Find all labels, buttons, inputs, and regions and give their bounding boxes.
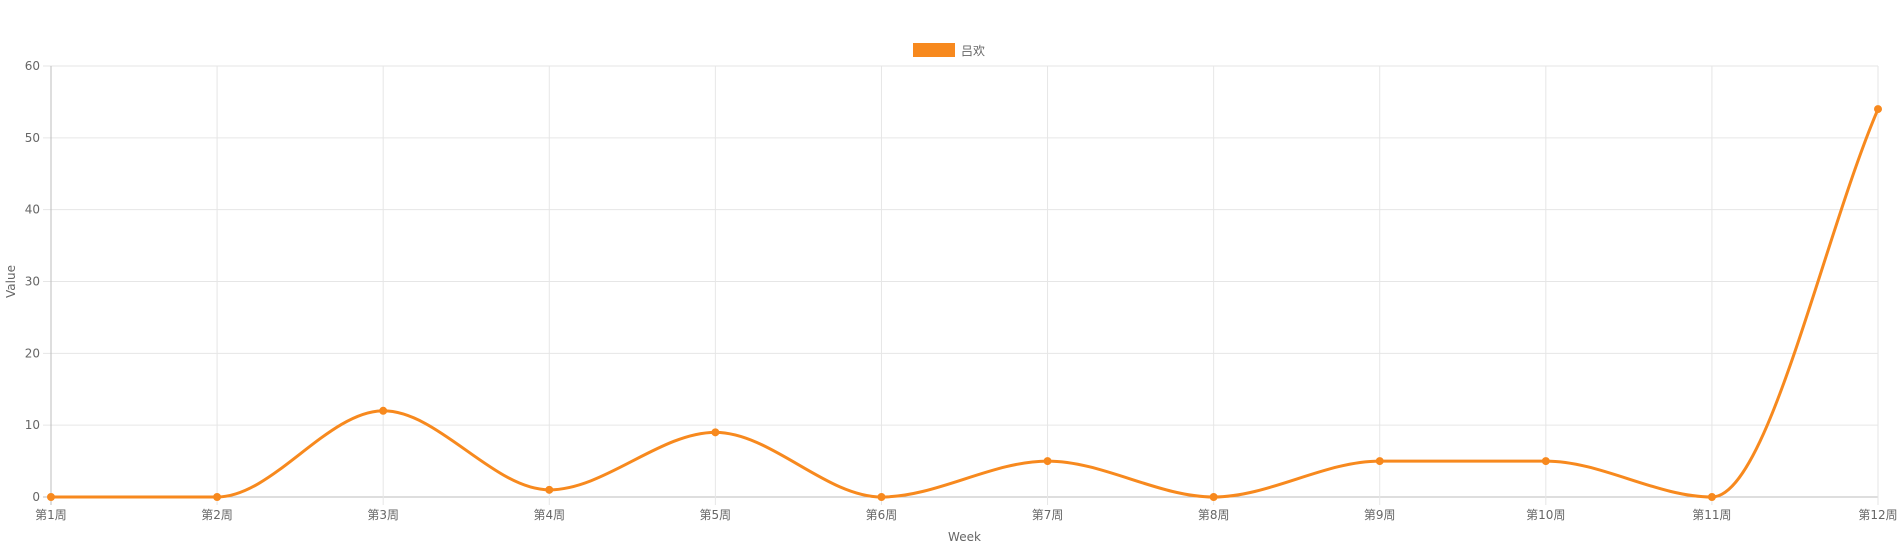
x-tick-label: 第2周 [201,508,233,522]
x-tick-label: 第11周 [1692,508,1731,522]
y-tick-label: 30 [25,275,40,289]
data-point[interactable] [1874,105,1882,114]
x-tick-label: 第12周 [1858,508,1897,522]
data-point[interactable] [47,493,55,501]
data-point[interactable] [877,493,886,501]
data-point[interactable] [1043,457,1052,466]
y-tick-label: 0 [32,490,40,504]
x-tick-label: 第9周 [1364,508,1396,522]
legend-swatch[interactable] [913,43,955,57]
y-tick-label: 50 [25,131,40,145]
y-tick-label: 60 [25,59,40,73]
y-tick-label: 40 [25,203,40,217]
data-point[interactable] [1541,457,1550,466]
x-axis-label: Week [948,530,981,544]
x-tick-label: 第1周 [35,508,67,522]
data-point[interactable] [1375,457,1384,466]
x-tick-label: 第4周 [533,508,565,522]
series-line [49,107,1880,499]
legend[interactable]: 吕欢 [913,43,985,58]
data-point[interactable] [1209,493,1218,501]
data-point[interactable] [711,428,720,437]
x-tick-label: 第3周 [367,508,399,522]
x-tick-label: 第6周 [866,508,898,522]
data-point[interactable] [545,485,554,494]
legend-label[interactable]: 吕欢 [961,43,985,58]
data-point[interactable] [213,493,222,501]
y-axis-label: Value [4,265,18,298]
x-tick-label: 第7周 [1032,508,1064,522]
x-tick-label: 第8周 [1198,508,1230,522]
data-point[interactable] [1707,493,1716,501]
x-tick-label: 第10周 [1526,508,1565,522]
axes: 0 10 20 30 40 50 60 第1周 第2周 第3周 第4周 第5周 第6周 第7周 第8周 第9周… [25,59,1898,522]
y-tick-label: 20 [25,346,40,360]
x-tick-label: 第5周 [700,508,732,522]
series-lines [49,107,1880,499]
y-tick-label: 10 [25,418,40,432]
grid-lines [43,65,1879,505]
data-point[interactable] [379,406,388,415]
data-points [47,105,1882,501]
